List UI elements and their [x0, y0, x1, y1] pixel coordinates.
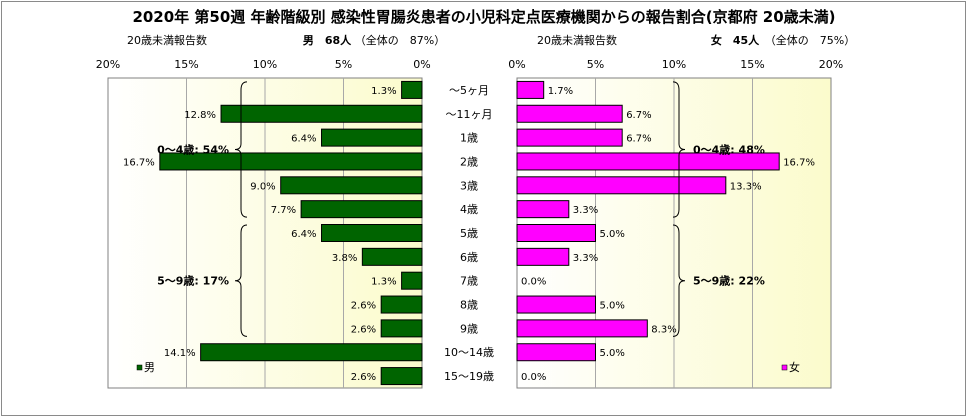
- female-group-brace: [672, 224, 686, 337]
- male-bar: [380, 367, 423, 386]
- male-data-label: 9.0%: [250, 181, 275, 192]
- male-group-brace: [234, 224, 248, 337]
- female-tick-label: 10%: [662, 58, 686, 71]
- female-data-label: 16.7%: [783, 157, 815, 168]
- male-bar: [280, 176, 423, 195]
- female-group-label: 5～9歳: 22%: [693, 274, 765, 288]
- male-data-label: 1.3%: [371, 86, 396, 97]
- female-data-label: 0.0%: [521, 372, 546, 383]
- female-data-label: 5.0%: [600, 301, 625, 312]
- female-share: （全体の 75%）: [765, 33, 855, 47]
- female-legend-swatch: [781, 364, 788, 371]
- male-data-label: 6.4%: [291, 134, 316, 145]
- male-tick-label: 15%: [174, 58, 198, 71]
- male-axis-caption: 20歳未満報告数: [127, 34, 207, 47]
- male-data-label: 14.1%: [164, 348, 196, 359]
- male-bar: [380, 295, 423, 314]
- female-legend-label: 女: [789, 360, 800, 374]
- female-bar: [516, 247, 570, 266]
- category-label: 4歳: [460, 203, 478, 216]
- female-bar: [516, 104, 623, 123]
- female-data-label: 3.3%: [573, 253, 598, 264]
- male-group-brace: [234, 81, 248, 218]
- female-bar: [516, 319, 648, 338]
- male-bar: [401, 80, 423, 99]
- category-label: 2歳: [460, 155, 478, 168]
- female-data-label: 3.3%: [573, 205, 598, 216]
- male-bar: [321, 224, 423, 242]
- male-data-label: 12.8%: [184, 110, 216, 121]
- category-label: 3歳: [460, 179, 478, 192]
- female-data-label: 13.3%: [730, 181, 762, 192]
- category-label: ～5ヶ月: [449, 84, 489, 97]
- female-data-label: 5.0%: [600, 229, 625, 240]
- female-bar: [516, 295, 596, 314]
- female-group-label: 0～4歳: 48%: [693, 143, 765, 157]
- female-tick-label: 15%: [740, 58, 764, 71]
- category-label: 1歳: [460, 132, 478, 145]
- male-data-label: 6.4%: [291, 229, 316, 240]
- male-data-label: 3.8%: [332, 253, 357, 264]
- category-label: 8歳: [460, 299, 478, 312]
- male-header: 男 68人: [303, 33, 352, 47]
- male-bar: [200, 343, 423, 362]
- male-share: （全体の 87%）: [355, 33, 445, 47]
- male-bar: [300, 200, 423, 219]
- female-data-label: 0.0%: [521, 277, 546, 288]
- female-bar: [516, 224, 596, 242]
- female-data-label: 6.7%: [626, 134, 651, 145]
- male-legend-label: 男: [144, 361, 155, 374]
- category-label: 15～19歳: [444, 370, 494, 383]
- category-label: 5歳: [460, 227, 478, 240]
- male-data-label: 7.7%: [271, 205, 296, 216]
- category-label: 7歳: [460, 275, 478, 288]
- category-label: ～11ヶ月: [446, 108, 493, 121]
- male-data-label: 16.7%: [123, 157, 155, 168]
- category-labels: ～5ヶ月 ～11ヶ月 1歳 2歳 3歳 4歳 5歳 6歳 7歳 8歳 9歳 10～14歳 15～19歳: [444, 84, 494, 383]
- male-data-label: 2.6%: [351, 372, 376, 383]
- female-bar: [516, 343, 596, 362]
- male-data-label: 2.6%: [351, 324, 376, 335]
- male-group-label: 0～4歳: 54%: [157, 143, 229, 157]
- male-tick-label: 10%: [253, 58, 277, 71]
- chart-title: 2020年 第50週 年齢階級別 感染性胃腸炎患者の小児科定点医療機関からの報告…: [132, 8, 835, 26]
- male-bar: [220, 104, 423, 123]
- female-data-label: 6.7%: [626, 110, 651, 121]
- male-tick-label: 20%: [96, 58, 120, 71]
- female-data-label: 5.0%: [600, 348, 625, 359]
- female-data-label: 8.3%: [651, 324, 676, 335]
- male-data-label: 2.6%: [351, 301, 376, 312]
- female-axis-caption: 20歳未満報告数: [537, 34, 617, 47]
- female-bar: [516, 80, 545, 99]
- category-label: 10～14歳: [444, 346, 494, 359]
- female-bar: [516, 176, 727, 195]
- male-bar: [159, 152, 423, 171]
- male-bar: [380, 319, 423, 338]
- female-bar: [516, 152, 780, 171]
- male-legend-swatch: [136, 364, 143, 371]
- female-bar: [516, 128, 623, 147]
- male-data-label: 1.3%: [371, 277, 396, 288]
- male-tick-label: 5%: [335, 58, 352, 71]
- female-tick-label: 0%: [508, 58, 525, 71]
- male-bar: [321, 128, 423, 147]
- female-panel: 0% 5% 10% 15% 20% 1.7% 6.7% 6.7% 16.7% 13.3% 3.3% 5…: [508, 58, 843, 389]
- female-tick-label: 20%: [819, 58, 843, 71]
- female-tick-label: 5%: [587, 58, 604, 71]
- male-bar: [361, 247, 423, 266]
- category-label: 9歳: [460, 322, 478, 335]
- male-group-label: 5～9歳: 17%: [157, 274, 229, 288]
- category-label: 6歳: [460, 251, 478, 264]
- male-panel: 0% 5% 10% 15% 20% 1.3% 12.8% 6.4% 16.7% 9.0% 7.7% 6…: [96, 58, 431, 389]
- female-group-brace: [672, 81, 686, 218]
- female-header: 女 45人: [711, 33, 760, 47]
- male-tick-label: 0%: [413, 58, 430, 71]
- female-bar: [516, 200, 570, 219]
- female-data-label: 1.7%: [548, 86, 573, 97]
- male-bar: [401, 271, 423, 290]
